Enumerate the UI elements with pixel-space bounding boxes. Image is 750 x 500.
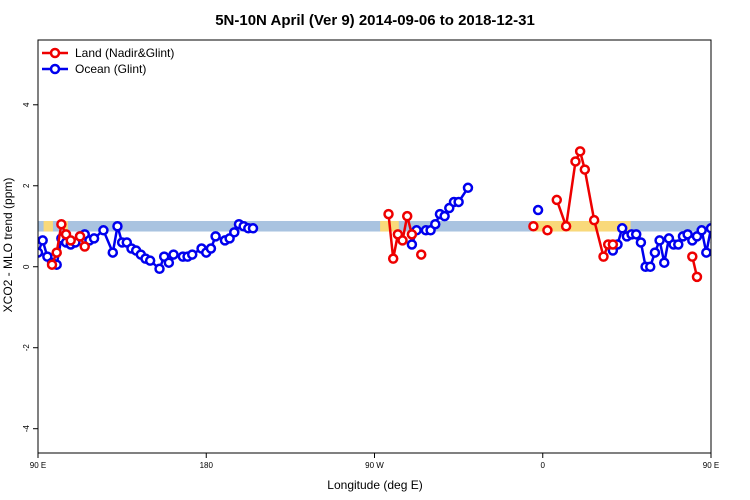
data-point xyxy=(397,235,408,246)
x-tick-label: 0 xyxy=(541,461,546,470)
series-line xyxy=(720,224,729,267)
data-point xyxy=(635,237,647,248)
legend-label: Land (Nadir&Glint) xyxy=(75,46,174,60)
data-point xyxy=(730,251,738,259)
data-point xyxy=(710,240,711,245)
data-point xyxy=(98,225,109,236)
y-axis-label: XCO2 - MLO trend (ppm) xyxy=(1,178,15,313)
data-point xyxy=(415,249,427,260)
plot-area xyxy=(38,146,738,283)
y-tick-label: 2 xyxy=(22,183,31,188)
data-point xyxy=(701,247,711,258)
y-tick-label: 0 xyxy=(22,264,31,269)
data-point xyxy=(65,235,76,246)
data-point xyxy=(673,239,684,250)
data-point xyxy=(247,223,259,234)
data-point xyxy=(705,223,711,234)
data-point xyxy=(387,253,399,264)
data-point xyxy=(74,231,86,242)
data-point xyxy=(112,221,123,232)
x-axis-label: Longitude (deg E) xyxy=(327,478,422,492)
data-point xyxy=(532,204,544,216)
y-tick-label: 4 xyxy=(22,102,31,107)
data-point xyxy=(401,210,413,222)
data-point xyxy=(453,196,464,208)
land-band-segment xyxy=(733,221,735,232)
data-point xyxy=(726,220,734,228)
data-point xyxy=(716,238,724,246)
data-point xyxy=(607,239,619,250)
data-point xyxy=(716,263,724,271)
legend-marker xyxy=(49,47,61,59)
data-point xyxy=(229,227,240,238)
data-point xyxy=(726,247,734,255)
chart-title: 5N-10N April (Ver 9) 2014-09-06 to 2018-… xyxy=(215,12,535,29)
data-point xyxy=(659,257,670,268)
x-tick-label: 90 E xyxy=(30,461,46,470)
data-point xyxy=(574,146,586,157)
data-point xyxy=(654,235,665,246)
data-point xyxy=(46,259,58,270)
data-point xyxy=(696,225,707,236)
data-point xyxy=(38,247,44,258)
data-point xyxy=(107,247,119,258)
data-point xyxy=(721,245,729,253)
data-point xyxy=(687,251,698,262)
legend-marker xyxy=(49,63,61,75)
data-point xyxy=(154,263,165,275)
data-point xyxy=(551,194,563,206)
data-point xyxy=(38,235,48,246)
data-point xyxy=(598,251,609,262)
x-tick-label: 90 E xyxy=(703,461,719,470)
data-point xyxy=(168,249,179,260)
data-point xyxy=(691,271,703,283)
data-point xyxy=(205,243,217,254)
data-point xyxy=(588,214,600,226)
data-point xyxy=(560,221,572,232)
data-point xyxy=(630,229,642,240)
data-point xyxy=(462,182,474,194)
reference-band xyxy=(38,220,711,232)
data-point xyxy=(186,249,198,260)
x-tick-label: 180 xyxy=(200,461,214,470)
y-tick-label: -4 xyxy=(22,425,31,433)
data-point xyxy=(570,156,581,167)
data-point xyxy=(439,210,450,222)
data-point xyxy=(616,223,628,234)
land-band-segment xyxy=(533,220,631,232)
data-point xyxy=(528,221,539,232)
data-point xyxy=(406,229,418,240)
data-point xyxy=(649,247,661,258)
y-tick-label: -2 xyxy=(22,344,31,352)
legend: Land (Nadir&Glint) Ocean (Glint) xyxy=(42,46,174,76)
data-point xyxy=(644,261,656,272)
legend-label: Ocean (Glint) xyxy=(75,62,146,76)
land-band-segment xyxy=(43,220,53,232)
data-point xyxy=(79,241,90,252)
data-point xyxy=(383,208,394,220)
data-point xyxy=(88,233,100,244)
data-point xyxy=(210,231,221,242)
x-tick-label: 90 W xyxy=(365,461,384,470)
data-point xyxy=(144,255,156,266)
data-point xyxy=(542,225,553,236)
data-point xyxy=(51,247,62,258)
data-point xyxy=(163,257,175,268)
data-point xyxy=(56,218,67,230)
data-point xyxy=(406,239,418,250)
data-point xyxy=(430,218,441,230)
data-point xyxy=(721,230,729,238)
data-point xyxy=(579,164,591,175)
